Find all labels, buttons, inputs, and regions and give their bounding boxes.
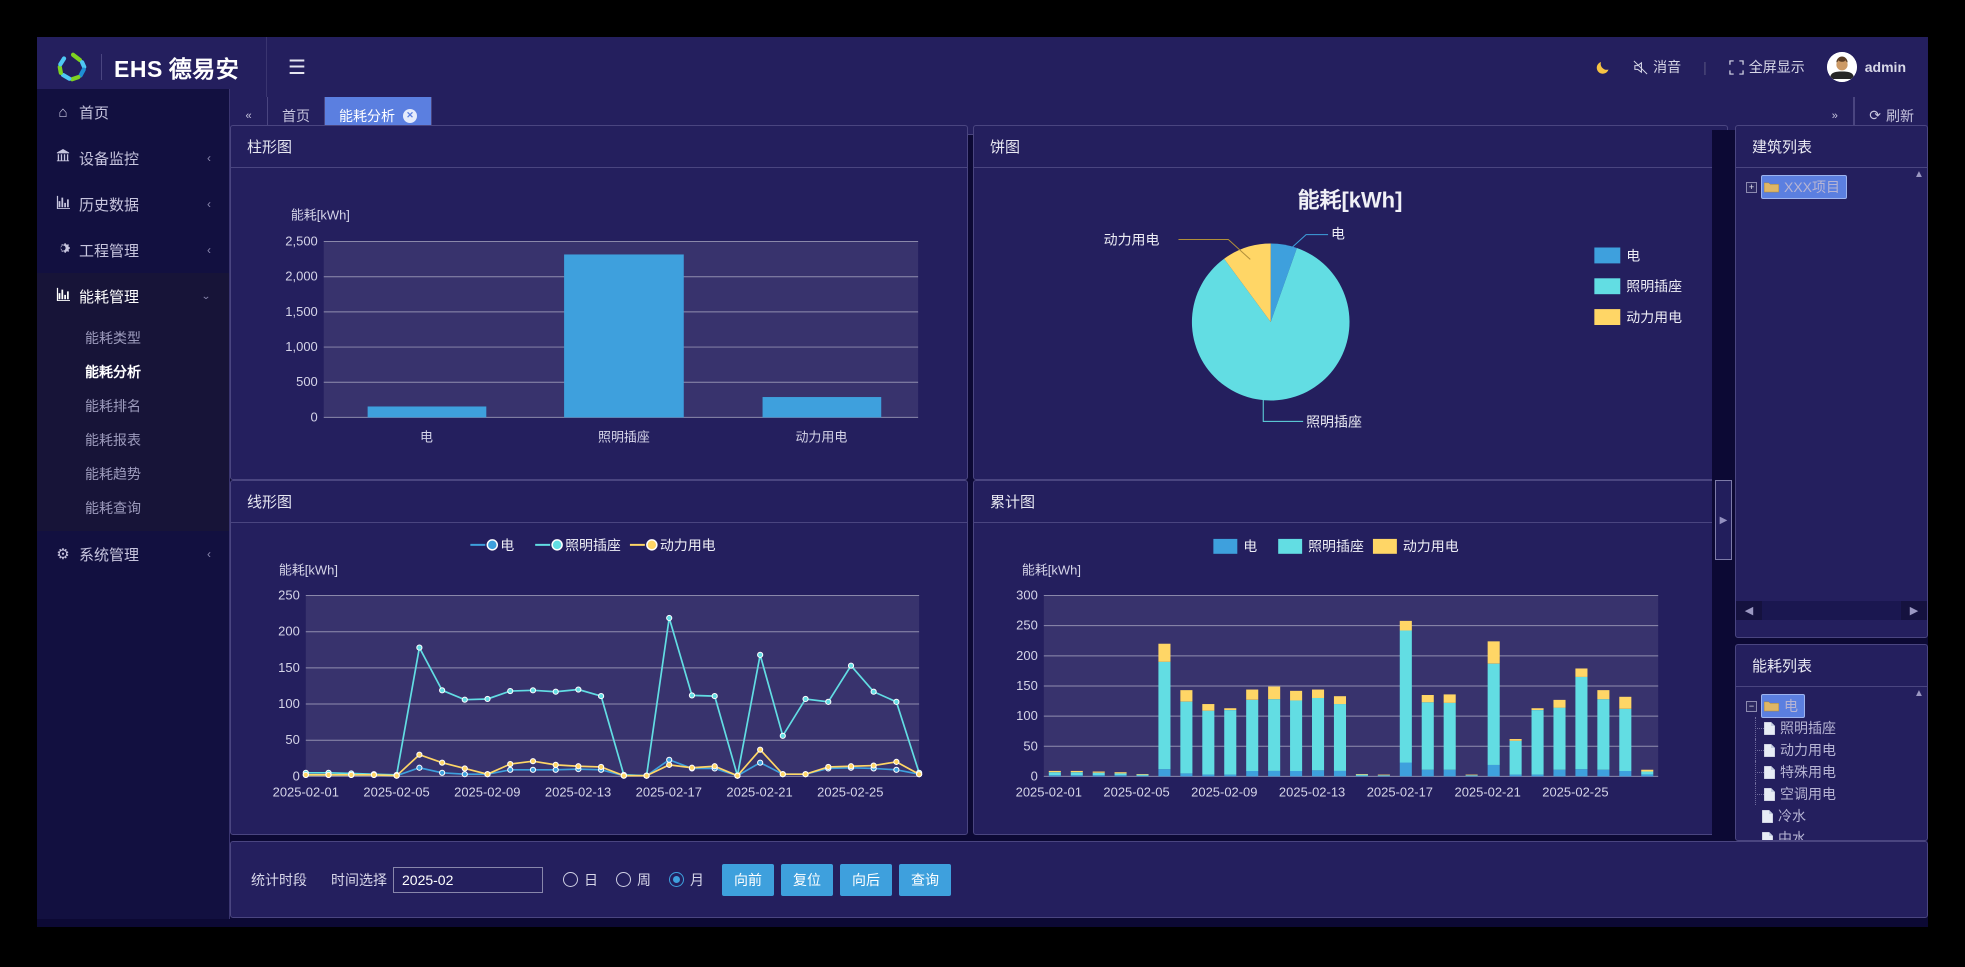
svg-text:2025-02-17: 2025-02-17	[1367, 784, 1433, 799]
svg-text:照明插座: 照明插座	[565, 537, 621, 553]
svg-text:动力用电: 动力用电	[1104, 232, 1160, 248]
svg-text:2025-02-21: 2025-02-21	[1454, 784, 1520, 799]
svg-text:0: 0	[293, 768, 300, 783]
svg-text:1,000: 1,000	[285, 339, 317, 354]
svg-text:250: 250	[1016, 618, 1038, 633]
svg-text:300: 300	[1016, 588, 1038, 603]
svg-text:照明插座: 照明插座	[1308, 538, 1364, 554]
svg-text:150: 150	[278, 660, 300, 675]
svg-text:2025-02-13: 2025-02-13	[1279, 784, 1345, 799]
svg-text:50: 50	[285, 732, 299, 747]
svg-text:250: 250	[278, 588, 300, 603]
svg-text:100: 100	[278, 696, 300, 711]
svg-text:200: 200	[278, 624, 300, 639]
svg-text:动力用电: 动力用电	[660, 537, 716, 553]
svg-text:动力用电: 动力用电	[795, 429, 847, 444]
svg-text:能耗[kWh]: 能耗[kWh]	[1022, 563, 1081, 578]
svg-text:2025-02-01: 2025-02-01	[273, 784, 339, 799]
svg-text:100: 100	[1016, 708, 1038, 723]
svg-text:150: 150	[1016, 678, 1038, 693]
svg-text:电: 电	[1626, 247, 1640, 263]
svg-text:能耗[kWh]: 能耗[kWh]	[279, 563, 338, 578]
svg-text:200: 200	[1016, 648, 1038, 663]
svg-text:50: 50	[1023, 738, 1037, 753]
svg-text:1,500: 1,500	[285, 304, 317, 319]
svg-text:2025-02-17: 2025-02-17	[636, 784, 702, 799]
svg-text:2025-02-25: 2025-02-25	[817, 784, 883, 799]
svg-text:2025-02-21: 2025-02-21	[726, 784, 792, 799]
svg-text:500: 500	[296, 374, 318, 389]
svg-text:电: 电	[420, 429, 433, 444]
svg-text:0: 0	[1031, 768, 1038, 783]
svg-text:照明插座: 照明插座	[598, 429, 650, 444]
svg-text:2025-02-09: 2025-02-09	[454, 784, 520, 799]
svg-text:电: 电	[1331, 226, 1345, 242]
svg-text:动力用电: 动力用电	[1403, 538, 1459, 554]
svg-text:2025-02-01: 2025-02-01	[1016, 784, 1082, 799]
svg-text:照明插座: 照明插座	[1306, 413, 1362, 429]
svg-text:能耗[kWh]: 能耗[kWh]	[291, 208, 350, 223]
svg-text:2025-02-13: 2025-02-13	[545, 784, 611, 799]
svg-text:照明插座: 照明插座	[1626, 278, 1682, 294]
svg-text:电: 电	[1243, 538, 1257, 554]
svg-text:动力用电: 动力用电	[1626, 309, 1682, 325]
svg-text:2,500: 2,500	[285, 234, 317, 249]
svg-text:0: 0	[311, 409, 318, 424]
svg-text:2025-02-09: 2025-02-09	[1191, 784, 1257, 799]
svg-text:2,000: 2,000	[285, 269, 317, 284]
svg-text:2025-02-05: 2025-02-05	[1103, 784, 1169, 799]
svg-text:电: 电	[500, 537, 514, 553]
svg-text:2025-02-05: 2025-02-05	[363, 784, 429, 799]
svg-text:2025-02-25: 2025-02-25	[1542, 784, 1608, 799]
svg-text:能耗[kWh]: 能耗[kWh]	[1298, 188, 1403, 213]
